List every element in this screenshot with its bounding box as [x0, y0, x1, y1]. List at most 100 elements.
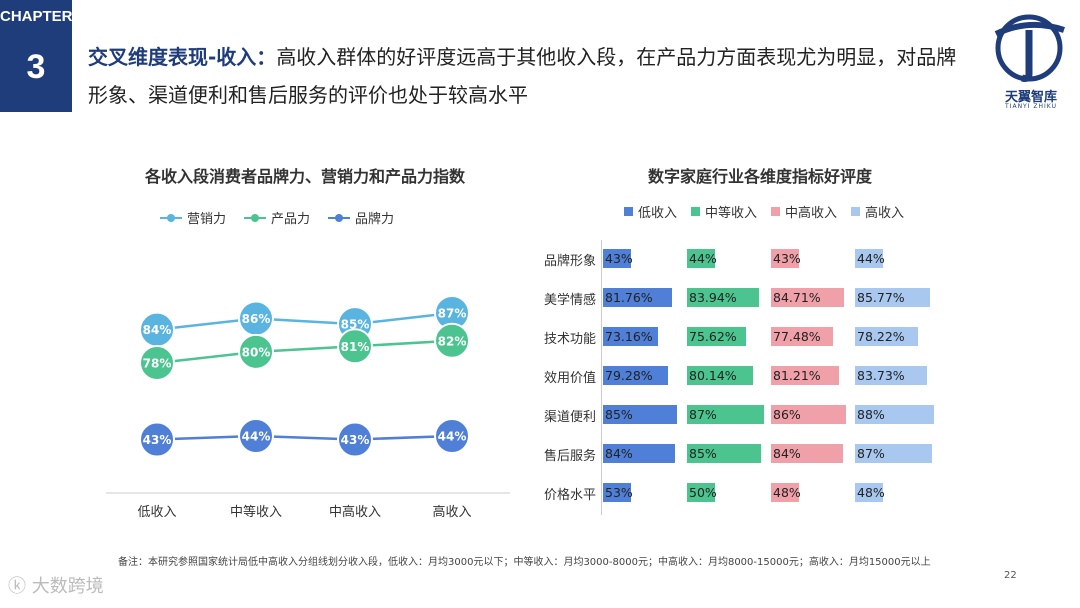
bar-low: 84% — [603, 444, 676, 463]
bar-value-label: 73.16% — [605, 329, 653, 344]
series-line-marketing — [156, 311, 453, 331]
bar-value-label: 85% — [689, 446, 717, 461]
data-label-marketing: 84% — [143, 323, 172, 337]
bar-high: 48% — [855, 483, 885, 502]
x-tick-label: 中等收入 — [230, 504, 282, 520]
series-line-brand — [156, 434, 453, 441]
data-point-product — [337, 328, 373, 365]
chapter-badge: CHAPTER 3 — [0, 0, 73, 112]
legend-label-mid: 中等收入 — [705, 206, 758, 221]
bar-value-label: 81.76% — [605, 290, 653, 305]
data-label-product: 81% — [341, 340, 370, 354]
legend-item-mid: 中等收入 — [691, 202, 757, 221]
legend-label-brand: 品牌力 — [355, 212, 395, 227]
data-point-brand — [139, 421, 175, 458]
bar-mid: 75.62% — [687, 327, 747, 346]
bar-midhigh: 86% — [771, 405, 847, 424]
bar-high: 44% — [855, 249, 885, 268]
data-point-product — [139, 344, 175, 381]
bar-value-label: 43% — [773, 251, 801, 266]
line-chart: 低收入 中等收入 中高收入 高收入 84% 86% 85% 87% 78% 80% 81% 82% 43… — [106, 295, 510, 520]
bar-value-label: 44% — [689, 251, 717, 266]
bar-mid: 50% — [687, 483, 717, 502]
bar-chart-axis — [601, 240, 602, 515]
bar-value-label: 84.71% — [773, 290, 821, 305]
bar-mid: 87% — [687, 405, 764, 424]
data-point-product — [434, 322, 470, 359]
legend-label-high: 高收入 — [865, 206, 905, 221]
bar-value-label: 78.22% — [857, 329, 905, 344]
x-tick-label: 高收入 — [432, 504, 471, 520]
bar-high: 85.77% — [855, 288, 930, 307]
legend-marker-product — [244, 213, 267, 222]
data-label-marketing: 85% — [341, 318, 370, 332]
legend-swatch-low — [624, 207, 633, 216]
x-tick-label: 中高收入 — [329, 504, 381, 520]
series-line-product — [156, 339, 453, 365]
bar-low: 85% — [603, 405, 677, 424]
data-point-product — [238, 333, 274, 370]
row-label: 渠道便利 — [543, 410, 596, 425]
bar-value-label: 48% — [857, 485, 885, 500]
row-label: 价格水平 — [543, 488, 596, 503]
page-title: 交叉维度表现-收入：高收入群体的好评度远高于其他收入段，在产品力方面表现尤为明显… — [88, 38, 968, 114]
chapter-label: CHAPTER — [0, 8, 73, 25]
data-label-brand: 43% — [341, 433, 370, 447]
data-label-marketing: 87% — [438, 307, 467, 321]
row-label: 美学情感 — [543, 293, 596, 308]
bar-value-label: 80.14% — [689, 368, 737, 383]
bar-value-label: 79.28% — [605, 368, 653, 383]
data-point-brand — [337, 421, 373, 458]
bar-low: 79.28% — [603, 366, 668, 385]
bar-low: 43% — [603, 249, 633, 268]
bar-low: 81.76% — [603, 288, 672, 307]
data-point-brand — [238, 418, 274, 454]
bar-mid: 44% — [687, 249, 717, 268]
legend-swatch-midhigh — [771, 207, 781, 216]
legend-item-product: 产品力 — [244, 208, 310, 227]
bar-value-label: 85.77% — [857, 290, 905, 305]
bar-high: 87% — [855, 444, 932, 463]
x-tick-label: 低收入 — [137, 505, 176, 520]
legend-swatch-mid — [691, 207, 701, 216]
bar-high: 78.22% — [855, 327, 919, 346]
bar-value-label: 84% — [605, 446, 633, 461]
line-chart-title: 各收入段消费者品牌力、营销力和产品力指数 — [144, 167, 465, 186]
bar-value-label: 44% — [857, 251, 885, 266]
line-chart-legend: 营销力 产品力 品牌力 — [160, 208, 394, 227]
bar-low: 73.16% — [603, 327, 659, 346]
watermark-logo-icon: ⓚ — [8, 576, 26, 597]
bar-chart-title: 数字家庭行业各维度指标好评度 — [647, 167, 872, 186]
legend-label-low: 低收入 — [638, 206, 678, 221]
bar-value-label: 86% — [773, 407, 801, 422]
logo-name: 天翼智库 — [1004, 90, 1057, 105]
bar-value-label: 85% — [605, 407, 633, 422]
legend-label-midhigh: 中高收入 — [785, 206, 838, 221]
watermark: ⓚ 大数跨境 — [8, 572, 104, 598]
headline-key: 交叉维度表现-收入： — [88, 45, 277, 69]
legend-item-brand: 品牌力 — [328, 208, 394, 227]
legend-item-midhigh: 中高收入 — [771, 202, 837, 221]
legend-item-high: 高收入 — [851, 202, 904, 221]
footnote: 备注：本研究参照国家统计局低中高收入分组线划分收入段，低收入：月均3000元以下… — [118, 557, 931, 568]
legend-label-product: 产品力 — [271, 212, 311, 227]
data-label-product: 78% — [143, 356, 172, 370]
bar-value-label: 88% — [857, 407, 885, 422]
bar-midhigh: 84% — [771, 444, 844, 463]
bar-midhigh: 48% — [771, 483, 801, 502]
data-label-brand: 44% — [438, 430, 467, 444]
legend-item-marketing: 营销力 — [160, 208, 226, 227]
chapter-number: 3 — [26, 48, 46, 86]
logo-subtitle: TIANYI ZHIKU — [1005, 103, 1057, 110]
data-label-brand: 44% — [242, 430, 271, 444]
bar-mid: 80.14% — [687, 366, 754, 385]
bar-value-label: 81.21% — [773, 368, 821, 383]
bar-value-label: 87% — [689, 407, 717, 422]
bar-low: 53% — [603, 483, 633, 502]
legend-marker-marketing — [160, 213, 182, 222]
bar-value-label: 83.94% — [689, 290, 737, 305]
bar-midhigh: 43% — [771, 249, 801, 268]
bar-value-label: 83.73% — [857, 368, 905, 383]
data-label-marketing: 86% — [242, 312, 271, 326]
legend-swatch-high — [851, 207, 861, 216]
